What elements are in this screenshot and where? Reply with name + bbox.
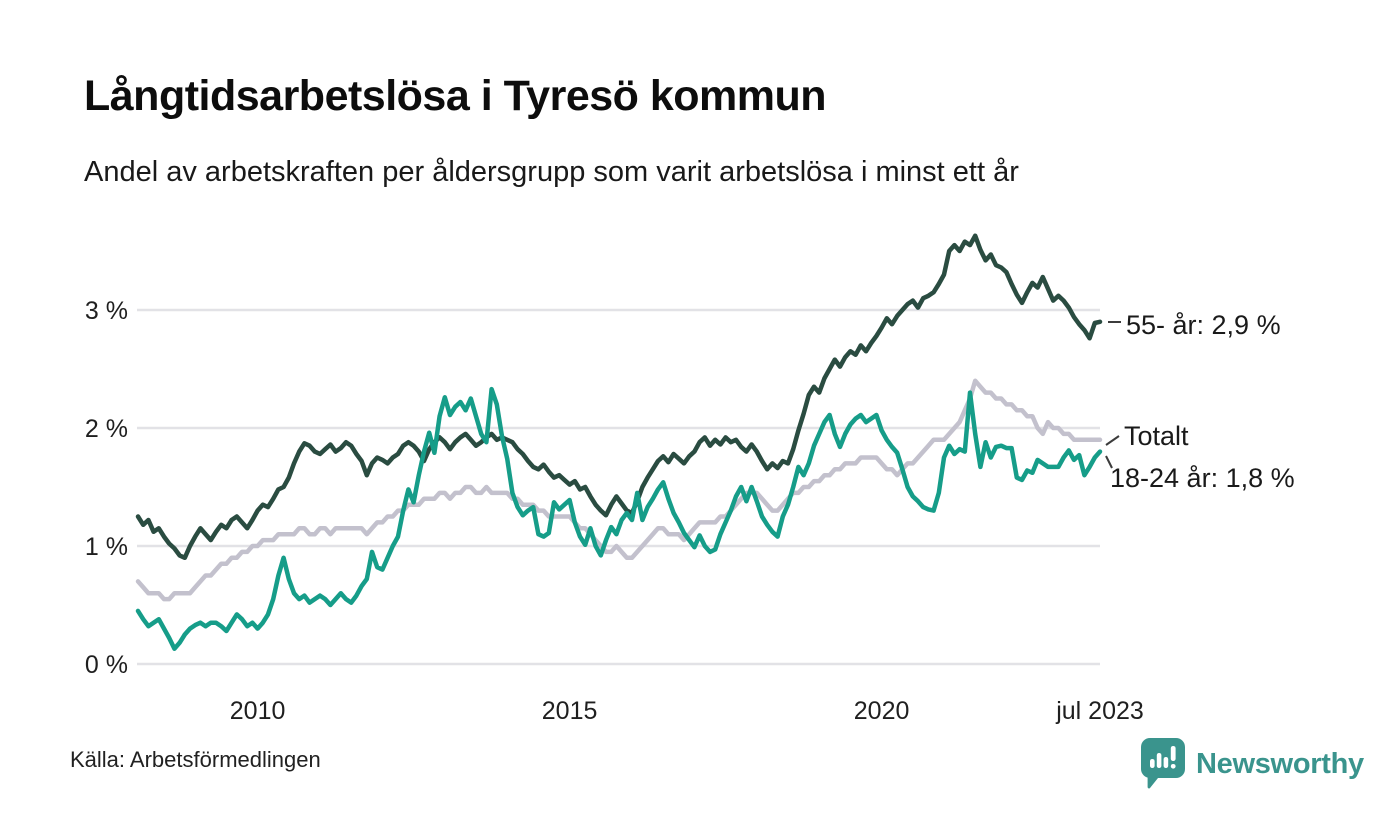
- page-title: Långtidsarbetslösa i Tyresö kommun: [84, 72, 827, 120]
- gridlines: [137, 308, 1100, 666]
- newsworthy-icon: [1141, 738, 1185, 789]
- x-tick-label: 2020: [854, 697, 910, 725]
- y-tick-label: 0 %: [85, 651, 128, 679]
- series-line-55-r: [135, 233, 1103, 561]
- newsworthy-wordmark: Newsworthy: [1196, 747, 1364, 780]
- page-subtitle: Andel av arbetskraften per åldersgrupp s…: [84, 156, 1019, 188]
- y-axis-labels: 0 % 1 % 2 % 3 %: [85, 297, 128, 679]
- x-tick-label: 2010: [230, 697, 286, 725]
- source-note: Källa: Arbetsförmedlingen: [70, 747, 321, 772]
- series-line-18-24-r: [135, 386, 1103, 651]
- y-tick-label: 3 %: [85, 297, 128, 325]
- x-tick-label: 2015: [542, 697, 598, 725]
- series-label-totalt: Totalt: [1124, 421, 1189, 451]
- series-label-1824: 18-24 år: 1,8 %: [1110, 463, 1295, 493]
- y-tick-label: 1 %: [85, 533, 128, 561]
- series-lines: [135, 233, 1103, 651]
- newsworthy-logo: Newsworthy: [1140, 738, 1364, 790]
- x-tick-label: jul 2023: [1055, 697, 1144, 725]
- label-connector-totalt: [1105, 435, 1120, 446]
- y-tick-label: 2 %: [85, 415, 128, 443]
- x-axis-labels: 2010 2015 2020 jul 2023: [230, 697, 1144, 725]
- label-connector-1824: [1105, 455, 1113, 469]
- series-label-55: 55- år: 2,9 %: [1126, 310, 1281, 340]
- series-line-totalt: [135, 378, 1103, 602]
